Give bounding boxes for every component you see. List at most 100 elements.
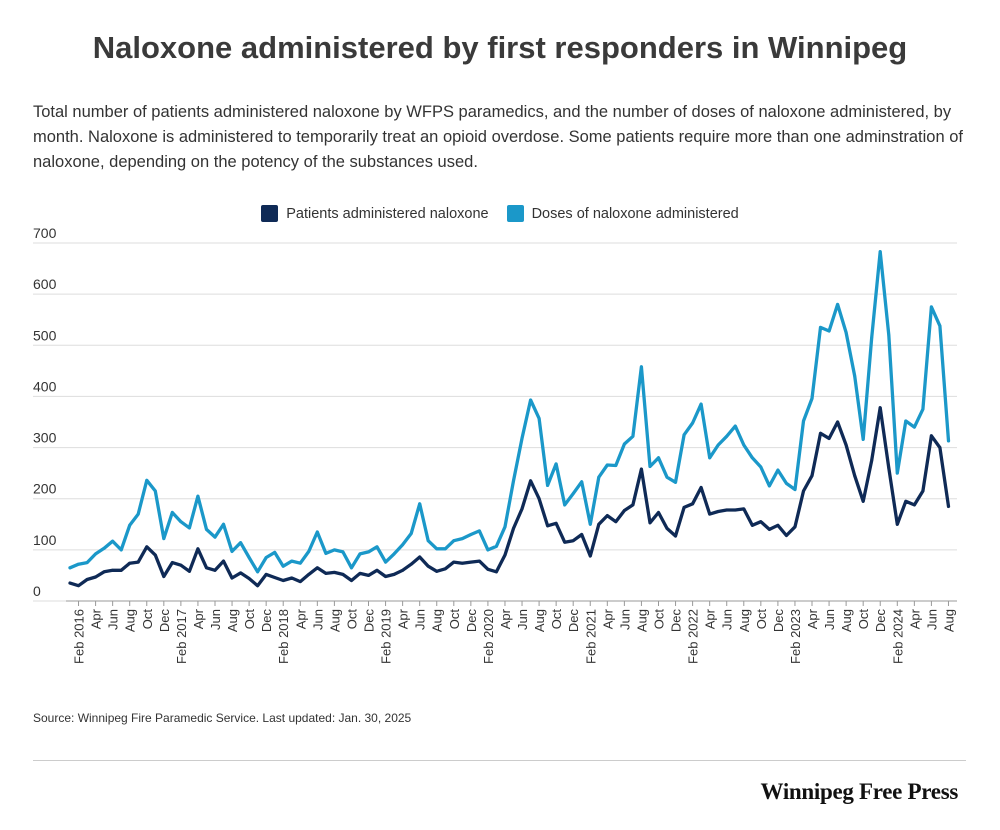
patients-data-point — [486, 567, 490, 571]
doses-data-point — [537, 417, 541, 420]
patients-data-point — [170, 561, 174, 565]
doses-series-line — [68, 250, 951, 574]
x-tick-label: Aug — [532, 609, 547, 632]
x-tick-label: Apr — [498, 608, 513, 629]
patients-data-point — [153, 553, 157, 557]
patients-data-point — [554, 521, 558, 525]
x-tick-label: Apr — [805, 608, 820, 629]
doses-data-point — [401, 543, 405, 547]
doses-data-point — [665, 475, 669, 479]
doses-data-point — [392, 552, 396, 556]
patients-data-point — [273, 576, 277, 579]
doses-data-point — [836, 302, 839, 306]
doses-data-point — [614, 464, 618, 467]
patients-data-point — [802, 489, 805, 493]
doses-data-point — [469, 533, 473, 536]
doses-data-point — [111, 539, 115, 543]
doses-data-point — [708, 456, 712, 460]
x-tick-label: Apr — [89, 608, 104, 629]
doses-data-point — [273, 551, 277, 554]
x-tick-label: Apr — [191, 608, 206, 629]
legend: Patients administered naloxone Doses of … — [0, 205, 1000, 222]
x-tick-label: Dec — [669, 609, 684, 633]
doses-data-point — [819, 325, 822, 329]
patients-data-point — [776, 523, 780, 527]
doses-data-point — [759, 465, 763, 469]
x-tick-label: Apr — [396, 608, 411, 629]
x-tick-label: Aug — [941, 609, 956, 632]
patients-data-point — [307, 573, 311, 576]
doses-data-point — [85, 561, 89, 565]
x-tick-label: Feb 2024 — [890, 609, 905, 664]
doses-data-point — [631, 434, 635, 438]
doses-data-point — [145, 478, 149, 482]
legend-label-doses: Doses of naloxone administered — [531, 205, 739, 222]
patients-data-point — [699, 486, 703, 489]
doses-data-point — [68, 566, 72, 570]
patients-data-point — [213, 568, 217, 572]
patients-data-point — [759, 520, 763, 524]
y-tick-label: 0 — [33, 583, 41, 599]
doses-data-point — [298, 561, 302, 565]
patients-data-point — [657, 511, 660, 514]
y-tick-label: 600 — [33, 276, 57, 292]
doses-data-point — [486, 548, 490, 552]
doses-data-point — [128, 523, 132, 527]
patients-data-point — [512, 526, 515, 530]
patients-data-point — [298, 580, 302, 583]
x-tick-label: Jun — [720, 609, 735, 630]
patients-data-point — [640, 467, 643, 471]
y-tick-label: 200 — [33, 481, 57, 497]
doses-data-point — [443, 547, 447, 551]
chart-subtitle: Total number of patients administered na… — [33, 103, 964, 171]
legend-swatch-doses — [506, 205, 524, 222]
x-tick-label: Jun — [515, 609, 530, 630]
patients-data-point — [94, 575, 97, 579]
x-tick-label: Jun — [617, 609, 632, 630]
doses-data-point — [520, 436, 524, 440]
doses-data-point — [827, 329, 831, 333]
doses-data-point — [853, 374, 857, 378]
patients-data-point — [904, 499, 908, 503]
patients-data-point — [716, 510, 720, 513]
patients-data-point — [452, 560, 456, 564]
doses-data-point — [239, 541, 242, 545]
patients-data-point — [68, 581, 72, 585]
doses-data-point — [674, 480, 677, 484]
patients-data-point — [853, 474, 857, 478]
source-note: Source: Winnipeg Fire Paramedic Service.… — [33, 711, 412, 725]
doses-data-point — [546, 484, 550, 487]
legend-label-patients: Patients administered naloxone — [286, 205, 489, 222]
patients-data-point — [384, 575, 387, 578]
patients-data-point — [605, 514, 609, 517]
patients-data-point — [887, 466, 891, 470]
doses-data-point — [571, 492, 575, 495]
x-tick-label: Feb 2022 — [686, 609, 701, 664]
patients-data-point — [77, 584, 80, 588]
patients-data-point — [239, 571, 242, 575]
doses-data-point — [563, 503, 567, 507]
patients-data-point — [162, 575, 166, 578]
doses-data-point — [460, 537, 464, 541]
doses-data-point — [290, 559, 294, 563]
x-tick-label: Aug — [430, 609, 445, 632]
doses-data-point — [119, 548, 123, 552]
doses-data-point — [742, 443, 746, 447]
x-tick-label: Jun — [208, 609, 223, 630]
x-tick-label: Oct — [651, 609, 666, 630]
x-tick-label: Dec — [464, 609, 479, 633]
doses-data-point — [767, 484, 771, 488]
doses-data-point — [477, 529, 481, 533]
doses-data-point — [895, 471, 899, 475]
legend-item-patients: Patients administered naloxone — [261, 205, 489, 222]
patients-data-point — [571, 539, 575, 543]
x-tick-label: Jun — [106, 609, 121, 630]
doses-data-point — [512, 479, 515, 483]
patients-data-point — [785, 534, 788, 537]
doses-data-point — [358, 552, 362, 556]
patients-data-point — [460, 561, 464, 565]
doses-data-point — [213, 535, 217, 539]
patients-data-point — [196, 547, 200, 551]
doses-data-point — [435, 547, 439, 551]
y-tick-label: 300 — [33, 430, 57, 446]
